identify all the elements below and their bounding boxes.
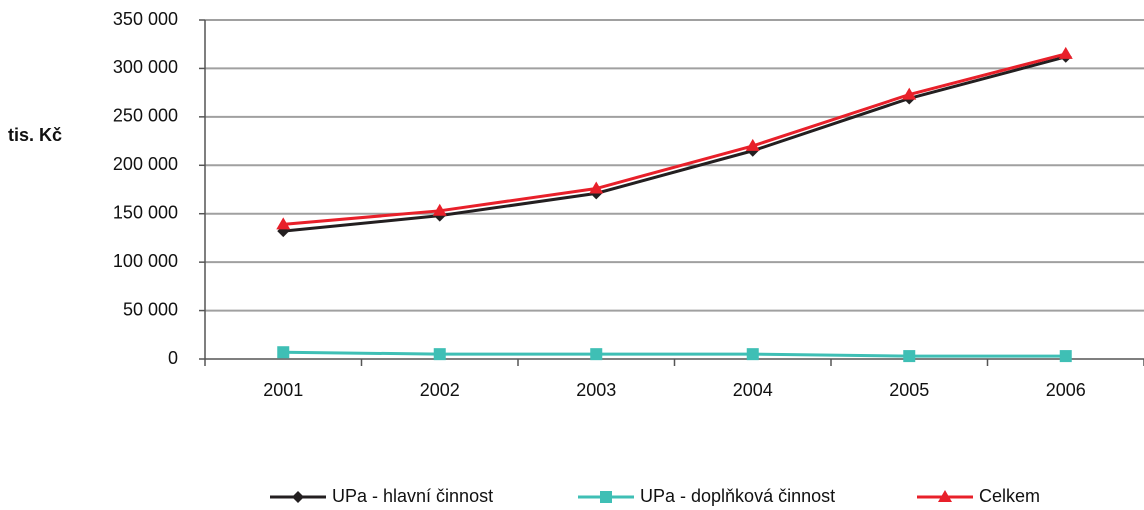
- data-point: [1059, 350, 1072, 363]
- x-tick-label: 2001: [263, 380, 303, 400]
- legend-label: UPa - hlavní činnost: [332, 486, 493, 506]
- data-point: [589, 181, 604, 194]
- y-tick-label: 50 000: [123, 299, 178, 319]
- x-tick-label: 2004: [733, 380, 773, 400]
- legend-label: UPa - doplňková činnost: [640, 486, 835, 506]
- series-line: [283, 52, 1067, 226]
- data-point: [432, 203, 447, 216]
- y-tick-label: 100 000: [113, 251, 178, 271]
- data-point: [1058, 46, 1073, 59]
- legend-marker: [292, 491, 304, 503]
- series-line: [283, 350, 1066, 358]
- y-tick-label: 300 000: [113, 57, 178, 77]
- y-axis-label: tis. Kč: [8, 125, 62, 145]
- data-point: [902, 87, 917, 100]
- data-point: [745, 138, 760, 151]
- y-tick-label: 200 000: [113, 154, 178, 174]
- x-tick-label: 2005: [889, 380, 929, 400]
- data-point: [590, 348, 603, 361]
- data-point: [746, 348, 759, 361]
- legend-label: Celkem: [979, 486, 1040, 506]
- data-point: [433, 348, 446, 361]
- x-tick-label: 2003: [576, 380, 616, 400]
- legend-marker: [600, 491, 612, 503]
- y-tick-label: 150 000: [113, 202, 178, 222]
- y-tick-label: 0: [168, 348, 178, 368]
- x-tick-label: 2002: [420, 380, 460, 400]
- legend-marker: [938, 490, 952, 502]
- y-tick-label: 350 000: [113, 9, 178, 29]
- data-point: [277, 346, 290, 359]
- series-line: [283, 55, 1067, 233]
- data-point: [903, 350, 916, 363]
- y-tick-label: 250 000: [113, 106, 178, 126]
- x-tick-label: 2006: [1046, 380, 1086, 400]
- data-point: [276, 217, 291, 230]
